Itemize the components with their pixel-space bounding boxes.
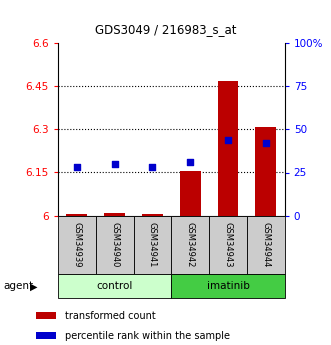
Point <box>74 165 79 170</box>
Bar <box>36 332 56 339</box>
Point <box>225 137 231 142</box>
Text: GSM34943: GSM34943 <box>223 222 232 268</box>
Bar <box>58 216 96 274</box>
Text: control: control <box>96 282 133 291</box>
Bar <box>133 216 171 274</box>
Bar <box>67 214 87 216</box>
Bar <box>171 216 209 274</box>
Bar <box>180 171 201 216</box>
Bar <box>171 274 285 298</box>
Bar <box>209 216 247 274</box>
Point <box>150 165 155 170</box>
Point <box>188 159 193 165</box>
Point <box>112 161 117 167</box>
Point <box>263 140 268 146</box>
Bar <box>256 127 276 216</box>
Text: GSM34941: GSM34941 <box>148 222 157 268</box>
Bar <box>58 274 171 298</box>
Text: imatinib: imatinib <box>207 282 250 291</box>
Text: ▶: ▶ <box>30 282 37 291</box>
Text: GSM34944: GSM34944 <box>261 222 270 268</box>
Text: GDS3049 / 216983_s_at: GDS3049 / 216983_s_at <box>95 23 236 36</box>
Text: agent: agent <box>3 282 33 291</box>
Bar <box>104 213 125 216</box>
Bar <box>36 312 56 319</box>
Text: percentile rank within the sample: percentile rank within the sample <box>65 331 230 341</box>
Bar <box>247 216 285 274</box>
Text: GSM34942: GSM34942 <box>186 222 195 268</box>
Text: GSM34940: GSM34940 <box>110 222 119 268</box>
Text: GSM34939: GSM34939 <box>72 222 81 268</box>
Bar <box>142 214 163 216</box>
Text: transformed count: transformed count <box>65 311 156 321</box>
Bar <box>217 80 238 216</box>
Bar <box>96 216 133 274</box>
